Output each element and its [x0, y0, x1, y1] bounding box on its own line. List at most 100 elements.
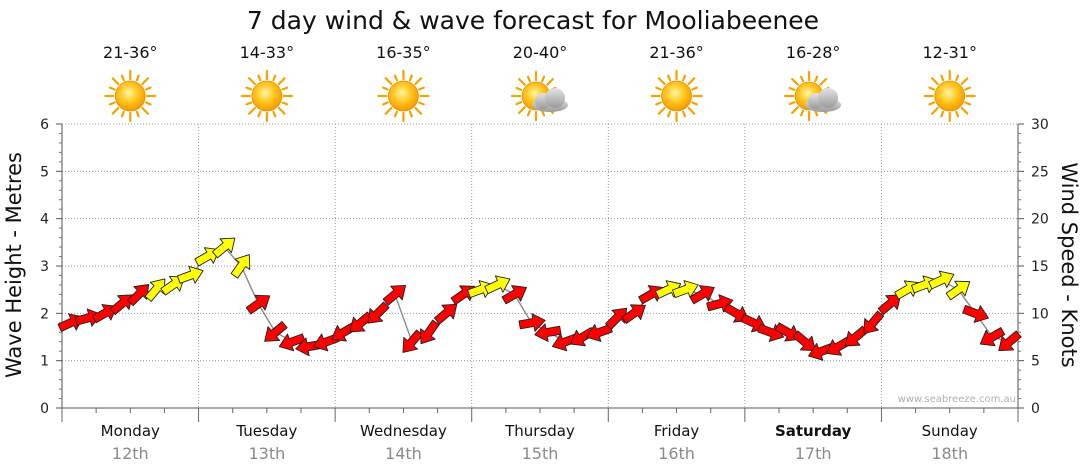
wind-arrow-shape [230, 254, 251, 279]
sun-icon [240, 69, 293, 123]
day-date-label: 14th [385, 444, 422, 463]
wind-arrow [484, 275, 511, 295]
sun-ray [144, 86, 152, 91]
sun-ray [940, 74, 945, 82]
sun-ray [819, 77, 828, 86]
wind-arrow-shape [518, 313, 546, 332]
sun-ray [418, 86, 425, 91]
wind-arrow [211, 237, 236, 259]
wind-arrow-shape [552, 333, 579, 352]
temperature-label: 21-36° [103, 43, 158, 62]
sun-ray [248, 106, 256, 115]
wind-arrow [979, 327, 1006, 347]
sun-ray [791, 106, 799, 115]
sun-ray [928, 86, 936, 91]
wind-arrow [945, 280, 971, 301]
cloud-icon [532, 88, 568, 112]
wind-arrow-shape [979, 327, 1006, 347]
wind-arrow [826, 336, 852, 356]
sun-ray [546, 77, 555, 86]
wind-arrow-shape [689, 285, 715, 305]
day-date-label: 18th [931, 444, 968, 463]
wind-arrow [349, 311, 373, 333]
wind-arrow [928, 270, 955, 290]
wind-arrow [402, 329, 424, 353]
wind-arrow-shape [420, 319, 440, 345]
sun-ray [135, 74, 140, 82]
sun-ray [930, 106, 939, 115]
day-date-label: 16th [658, 444, 695, 463]
sun-ray [418, 101, 425, 106]
wind-arrow-shape [534, 323, 562, 342]
left-axis-label: Wave Height - Metres [2, 152, 26, 378]
wind-arrow-shape [672, 280, 699, 298]
sun-ray [245, 101, 253, 106]
sun-ray [657, 106, 666, 115]
wind-arrow [382, 284, 407, 306]
right-tick-label: 10 [1031, 306, 1049, 322]
sun-ray [964, 86, 972, 91]
wind-arrow-shape [349, 311, 373, 333]
sun-ray [960, 106, 969, 115]
wind-arrow-shape [826, 336, 852, 356]
wind-arrow-shape [245, 294, 271, 315]
wind-arrow [998, 330, 1022, 352]
sun-ray [791, 77, 799, 86]
sun-icon [377, 69, 430, 123]
sun-disc [661, 80, 692, 112]
wind-arrow-shape [844, 325, 869, 347]
right-tick-label: 15 [1031, 259, 1049, 275]
wind-arrow [863, 310, 885, 334]
sun-ray [135, 110, 140, 118]
sun-ray [814, 109, 819, 117]
temperature-label: 21-36° [649, 43, 704, 62]
wind-arrow [331, 322, 357, 342]
wind-arrow-shape [367, 301, 390, 324]
wind-arrow-shape [945, 280, 971, 301]
sun-ray [687, 106, 696, 115]
day-name-label: Wednesday [360, 422, 447, 440]
wind-arrow [230, 254, 251, 279]
wind-arrow-shape [808, 342, 835, 361]
wind-arrow [689, 285, 715, 305]
wind-arrow-shape [176, 265, 204, 284]
temperature-label: 16-28° [786, 43, 841, 62]
wind-arrow-shape [621, 304, 646, 324]
wind-arrow-shape [792, 330, 816, 352]
sun-ray [281, 101, 289, 106]
day-name-label: Friday [654, 422, 700, 440]
cloud-icon [805, 88, 842, 112]
sun-ray [120, 74, 125, 82]
cloud-part [545, 88, 565, 108]
sun-ray [655, 101, 662, 106]
wind-arrow-shape [570, 327, 596, 347]
temperature-label: 16-35° [376, 43, 431, 62]
sun-ray [111, 106, 120, 115]
sun-ray [414, 77, 423, 86]
wind-arrow-shape [264, 321, 288, 342]
wind-arrow-shape [484, 275, 511, 295]
sun-ray [667, 110, 672, 118]
sun-ray [382, 86, 389, 91]
wind-arrow [844, 325, 869, 347]
left-tick-label: 2 [40, 306, 49, 322]
sun-ray [408, 110, 413, 118]
day-date-label: 15th [522, 444, 559, 463]
sun-icon [650, 69, 703, 123]
sun-ray [687, 77, 696, 86]
left-tick-label: 1 [40, 354, 49, 370]
right-tick-label: 25 [1031, 164, 1049, 180]
sun-ray [517, 106, 526, 115]
sun-ray [108, 101, 116, 106]
sun-ray [281, 86, 289, 91]
chart-title: 7 day wind & wave forecast for Mooliabee… [247, 6, 819, 35]
sun-ray [691, 101, 698, 106]
right-axis-label: Wind Speed - Knots [1057, 162, 1080, 367]
sun-ray [257, 110, 262, 118]
sun-disc [388, 80, 419, 112]
sun-ray [928, 101, 936, 106]
wind-arrow-shape [331, 322, 357, 342]
temperature-label: 12-31° [922, 43, 977, 62]
sun-ray [960, 77, 969, 86]
wind-arrow-shape [402, 329, 424, 353]
